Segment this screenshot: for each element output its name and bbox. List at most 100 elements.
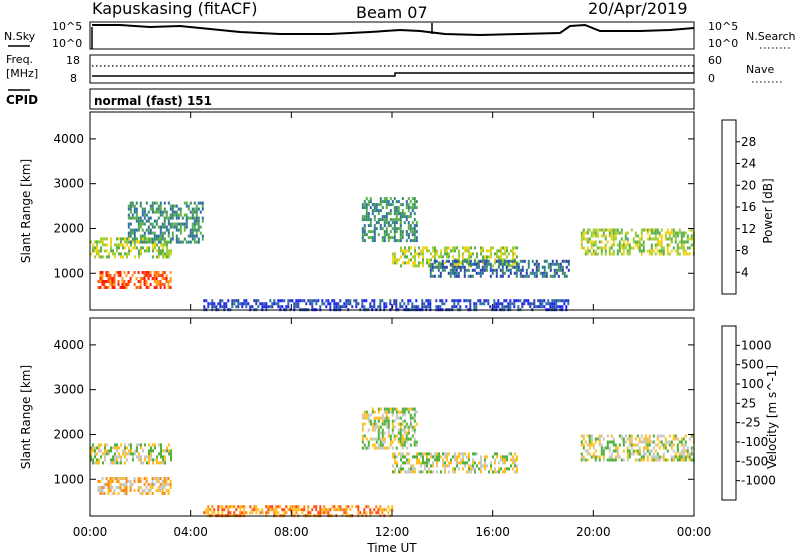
echo-cell — [413, 425, 416, 429]
echo-cell — [127, 222, 130, 226]
echo-cell — [379, 227, 382, 231]
echo-cell — [604, 246, 607, 250]
echo-cell — [163, 225, 166, 229]
echo-cell — [561, 268, 564, 272]
echo-cell — [157, 207, 160, 211]
echo-cell — [644, 443, 647, 447]
echo-cell — [446, 255, 448, 259]
echo-cell — [586, 449, 589, 453]
echo-cell — [638, 449, 641, 453]
echo-cell — [135, 286, 138, 289]
echo-cell — [130, 452, 132, 456]
echo-cell — [143, 213, 146, 217]
echo-cell — [129, 486, 132, 489]
echo-cell — [622, 243, 625, 247]
echo-cell — [481, 302, 484, 306]
echo-cell — [185, 222, 188, 226]
echo-cell — [177, 237, 180, 241]
echo-cell — [123, 489, 126, 492]
echo-cell — [413, 227, 416, 231]
echo-cell — [407, 206, 410, 210]
echo-cell — [121, 286, 124, 289]
echo-cell — [261, 508, 264, 512]
echo-cell — [600, 234, 603, 238]
echo-cell — [375, 227, 378, 231]
echo-cell — [161, 237, 164, 241]
echo-cell — [414, 252, 416, 256]
echo-cell — [339, 505, 342, 509]
echo-cell — [628, 249, 631, 253]
echo-cell — [177, 213, 180, 217]
cpid-value: normal (fast) 151 — [94, 94, 212, 108]
echo-cell — [622, 440, 625, 444]
echo-cell — [485, 262, 488, 266]
echo-cell — [395, 212, 398, 216]
echo-cell — [468, 252, 470, 256]
echo-cell — [165, 228, 168, 232]
echo-cell — [598, 228, 601, 232]
echo-cell — [586, 240, 589, 244]
echo-cell — [666, 246, 669, 250]
echo-cell — [138, 458, 140, 462]
echo-cell — [402, 261, 404, 265]
echo-cell — [411, 425, 414, 429]
echo-cell — [170, 449, 172, 453]
echo-cell — [648, 237, 651, 241]
echo-cell — [152, 243, 154, 247]
echo-cell — [451, 265, 454, 269]
echo-cell — [361, 305, 364, 309]
echo-cell — [265, 305, 268, 309]
echo-cell — [140, 455, 142, 459]
echo-cell — [395, 227, 398, 231]
echo-cell — [590, 440, 593, 444]
echo-cell — [373, 443, 376, 447]
echo-cell — [365, 437, 368, 441]
echo-cell — [533, 305, 536, 309]
echo-cell — [199, 225, 202, 229]
echo-cell — [646, 437, 649, 441]
echo-cell — [175, 225, 178, 229]
echo-cell — [367, 203, 370, 207]
echo-cell — [289, 299, 292, 303]
echo-cell — [423, 302, 426, 306]
echo-cell — [303, 508, 306, 512]
echo-cell — [391, 425, 394, 429]
echo-cell — [169, 237, 172, 241]
echo-cell — [618, 246, 621, 250]
echo-cell — [422, 246, 424, 250]
echo-cell — [307, 299, 310, 303]
echo-cell — [321, 302, 324, 306]
echo-cell — [132, 455, 134, 459]
echo-cell — [213, 511, 216, 515]
echo-cell — [299, 508, 302, 512]
echo-cell — [101, 280, 104, 283]
echo-cell — [402, 252, 404, 256]
echo-cell — [385, 410, 388, 414]
echo-cell — [482, 246, 484, 250]
echo-cell — [279, 299, 282, 303]
echo-cell — [160, 455, 162, 459]
echo-cell — [410, 470, 412, 474]
echo-cell — [197, 225, 200, 229]
echo-cell — [506, 261, 508, 265]
echo-cell — [626, 446, 629, 450]
echo-cell — [541, 302, 544, 306]
echo-cell — [177, 216, 180, 220]
echo-cell — [423, 305, 426, 309]
echo-cell — [407, 428, 410, 432]
echo-cell — [243, 508, 246, 512]
echo-cell — [622, 240, 625, 244]
echo-cell — [143, 283, 146, 286]
echo-cell — [127, 480, 130, 483]
echo-cell — [157, 204, 160, 208]
echo-cell — [115, 477, 118, 480]
echo-cell — [94, 452, 96, 456]
echo-cell — [618, 455, 621, 459]
echo-cell — [411, 230, 414, 234]
echo-cell — [381, 434, 384, 438]
echo-cell — [620, 252, 623, 256]
power-colorbar-label: Power [dB] — [761, 178, 775, 243]
echo-cell — [389, 209, 392, 213]
echo-cell — [418, 261, 420, 265]
echo-cell — [405, 431, 408, 435]
